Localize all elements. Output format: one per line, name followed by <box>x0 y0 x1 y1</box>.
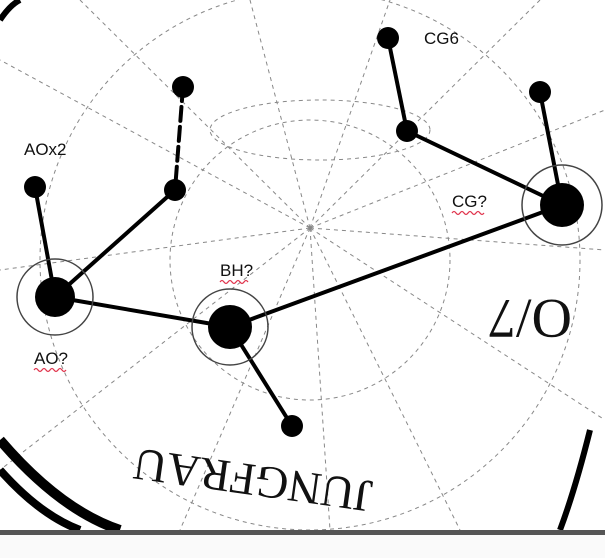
node-label: AO? <box>34 349 68 368</box>
node-label: CG? <box>452 192 487 211</box>
spell-underline <box>451 210 485 216</box>
spell-underline <box>33 367 67 373</box>
node-label: AOx2 <box>24 140 67 159</box>
spell-underline <box>219 279 249 285</box>
plate-number: O/7 <box>488 287 572 349</box>
grid-lines <box>0 0 605 531</box>
nodes <box>16 27 603 437</box>
node-label: BH? <box>220 261 253 280</box>
node-label: CG6 <box>424 29 459 48</box>
